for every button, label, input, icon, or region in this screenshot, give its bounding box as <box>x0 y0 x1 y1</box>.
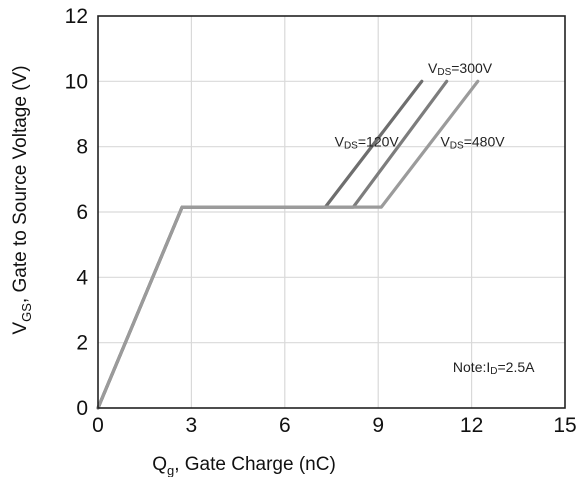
x-tick-labels: 0 3 6 9 12 15 <box>92 414 577 437</box>
x-tick-label: 6 <box>279 414 291 437</box>
annotation-label: VDS=480V <box>440 134 505 152</box>
annotation-label: VDS=300V <box>428 60 493 78</box>
x-axis-label: Qg, Gate Charge (nC) <box>152 454 336 477</box>
x-tick-label: 0 <box>92 414 104 437</box>
y-tick-label: 2 <box>76 332 88 355</box>
series-line <box>96 79 449 410</box>
annotation-label: VDS=120V <box>335 134 400 152</box>
series-curves <box>96 79 480 410</box>
series-line <box>96 79 480 410</box>
x-tick-label: 12 <box>460 414 483 437</box>
x-tick-label: 9 <box>372 414 384 437</box>
x-tick-label: 3 <box>186 414 198 437</box>
annotations: VDS=300V VDS=120V VDS=480V Note:ID=2.5A <box>335 60 536 377</box>
y-tick-label: 12 <box>65 5 88 28</box>
x-tick-label: 15 <box>553 414 576 437</box>
y-tick-label: 4 <box>76 266 88 289</box>
annotation-label: Note:ID=2.5A <box>453 359 535 377</box>
y-tick-label: 8 <box>76 136 88 159</box>
plot-frame <box>97 15 566 409</box>
series-line <box>96 79 424 410</box>
y-tick-label: 0 <box>76 397 88 420</box>
y-axis-label: VGS, Gate to Source Voltage (V) <box>10 65 34 334</box>
y-tick-label: 10 <box>65 70 88 93</box>
grid-lines <box>98 16 565 408</box>
y-tick-label: 6 <box>76 201 88 224</box>
y-tick-labels: 0 2 4 6 8 10 12 <box>65 5 89 420</box>
